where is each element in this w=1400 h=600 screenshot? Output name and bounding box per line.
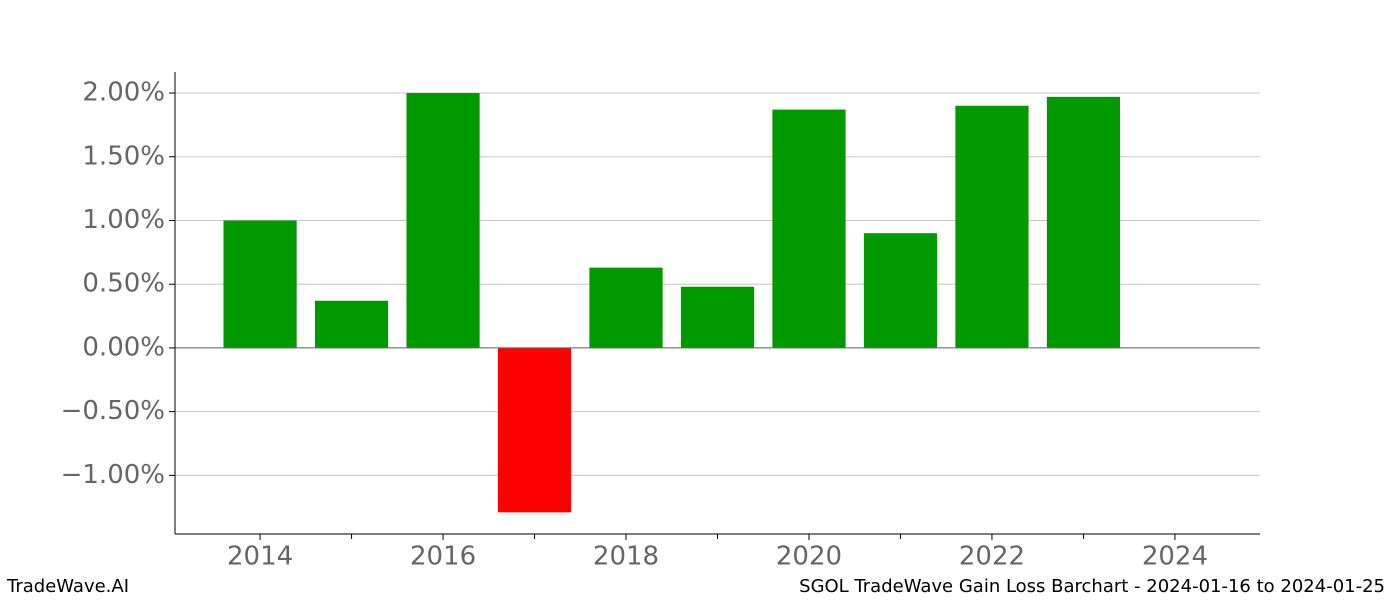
y-tick-label: 0.50% <box>82 269 165 299</box>
bar <box>955 105 1029 348</box>
y-tick-label: 0.00% <box>82 332 165 362</box>
bar <box>406 93 480 348</box>
y-tick-label: 1.50% <box>82 141 165 171</box>
x-tick-label: 2016 <box>410 542 476 572</box>
x-tick-label: 2024 <box>1142 542 1208 572</box>
x-tick-label: 2018 <box>593 542 659 572</box>
footer-left: TradeWave.AI <box>6 576 129 597</box>
bar <box>223 220 297 348</box>
x-tick-label: 2022 <box>959 542 1025 572</box>
bar <box>497 347 572 513</box>
bar <box>589 267 663 348</box>
footer-right: SGOL TradeWave Gain Loss Barchart - 2024… <box>799 576 1385 597</box>
bar <box>314 300 389 348</box>
bar <box>772 109 846 348</box>
y-tick-label: 1.00% <box>82 205 165 235</box>
y-tick-label: 2.00% <box>82 78 165 108</box>
x-tick-label: 2014 <box>227 542 293 572</box>
x-tick-label: 2020 <box>776 542 842 572</box>
y-tick-label: −0.50% <box>61 396 165 426</box>
bar <box>1046 96 1121 348</box>
y-tick-label: −1.00% <box>61 460 165 490</box>
bar <box>680 286 755 348</box>
bar <box>863 233 938 348</box>
